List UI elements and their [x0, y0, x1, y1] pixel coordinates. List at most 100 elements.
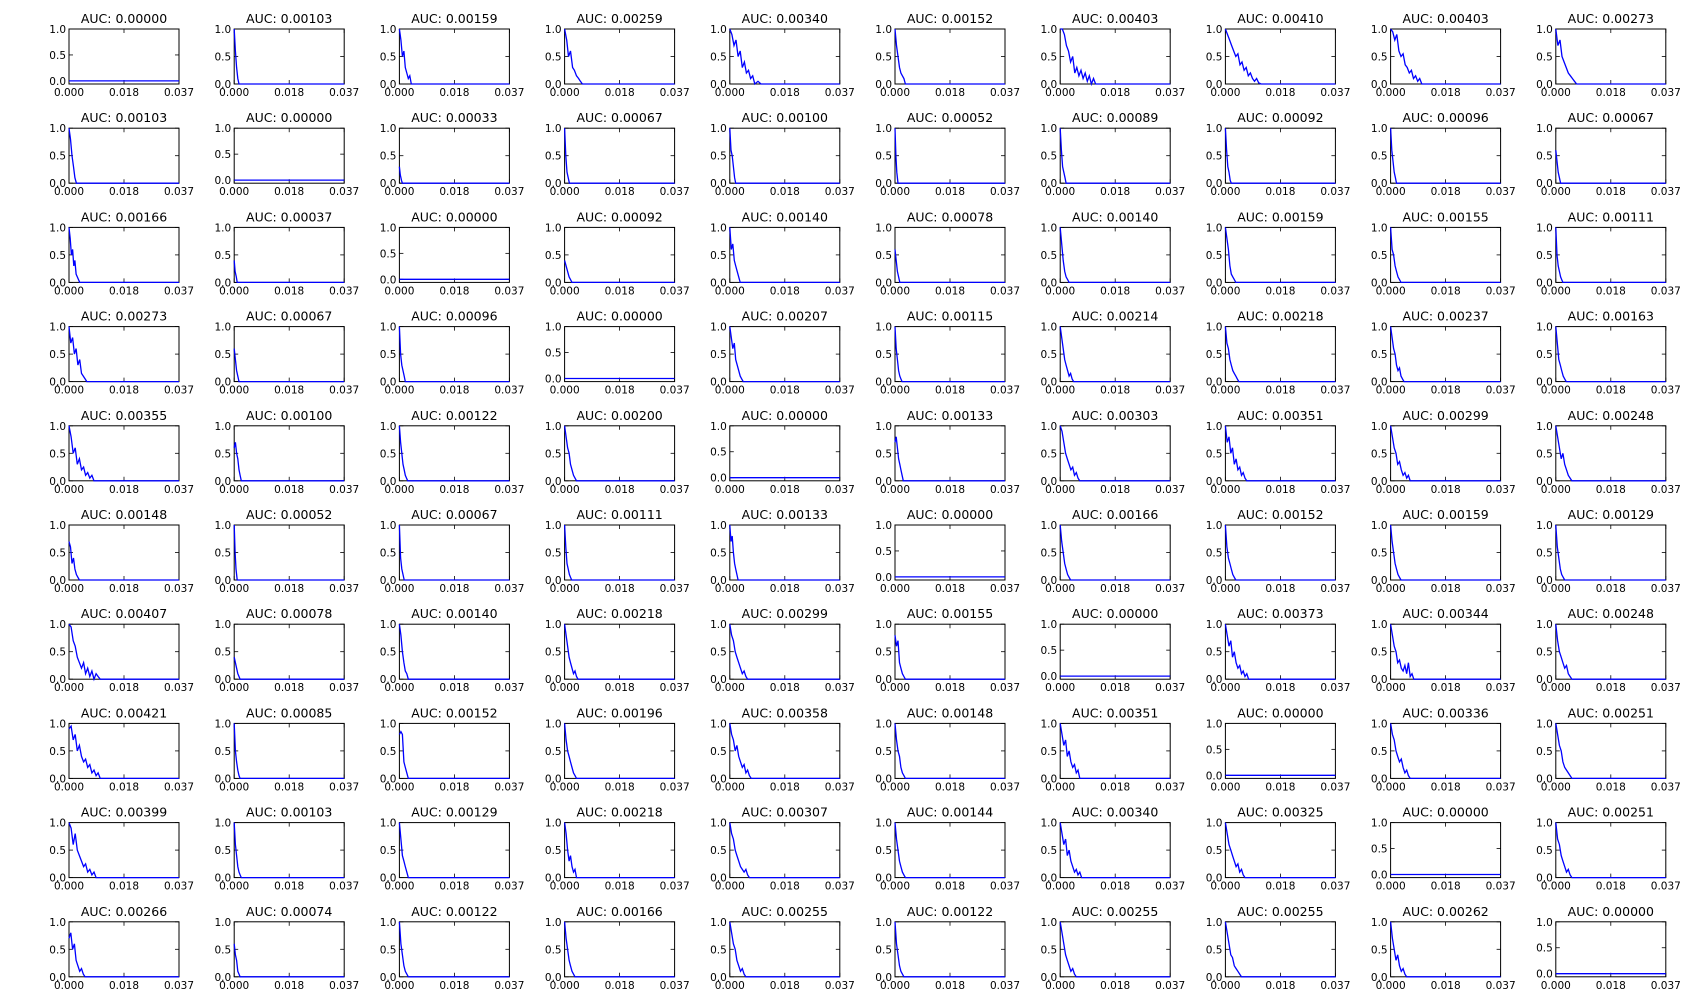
axes-frame — [398, 127, 510, 184]
subplot-title: AUC: 0.00340 — [1072, 805, 1158, 820]
subplot-title: AUC: 0.00100 — [246, 408, 332, 423]
x-tick-label: 0.000 — [1045, 484, 1075, 496]
x-tick-label: 0.037 — [1155, 186, 1185, 198]
y-tick-label: 1.0 — [710, 520, 727, 532]
x-tick-label: 0.018 — [1431, 583, 1461, 595]
y-tick-label: 0.5 — [1371, 448, 1388, 460]
y-tick-label: 0.5 — [49, 746, 66, 758]
subplot-title: AUC: 0.00103 — [246, 11, 332, 26]
subplot: AUC: 0.00273 0.0 0.5 1.0 0.000 0.018 0.037 — [1536, 11, 1681, 99]
subplot-title: AUC: 0.00196 — [576, 705, 662, 720]
subplot: AUC: 0.00000 0.0 0.5 1.0 0.000 0.018 0.037 — [710, 408, 855, 496]
x-tick-label: 0.037 — [1320, 583, 1350, 595]
x-tick-label: 0.018 — [109, 980, 139, 992]
y-tick-label: 0.0 — [1371, 972, 1388, 984]
x-tick-label: 0.018 — [605, 881, 635, 893]
y-tick-label: 0.5 — [1206, 647, 1223, 659]
x-tick-label: 0.000 — [880, 484, 910, 496]
y-tick-label: 0.0 — [1206, 674, 1223, 686]
x-tick-label: 0.000 — [880, 781, 910, 793]
axes-frame — [398, 226, 510, 283]
axes-frame — [894, 28, 1006, 85]
subplot-title: AUC: 0.00159 — [1237, 209, 1323, 224]
subplot: AUC: 0.00115 0.0 0.5 1.0 0.000 0.018 0.037 — [875, 309, 1020, 397]
subplot: AUC: 0.00355 0.0 0.5 1.0 0.000 0.018 0.037 — [49, 408, 194, 496]
x-tick-label: 0.018 — [935, 484, 965, 496]
axes-frame — [398, 623, 510, 680]
x-tick-label: 0.000 — [1376, 385, 1406, 397]
subplot: AUC: 0.00155 0.0 0.5 1.0 0.000 0.018 0.037 — [875, 606, 1020, 694]
subplot-title: AUC: 0.00373 — [1237, 606, 1323, 621]
x-tick-label: 0.018 — [935, 285, 965, 297]
x-tick-label: 0.000 — [1210, 484, 1240, 496]
subplot-title: AUC: 0.00152 — [907, 11, 993, 26]
x-tick-label: 0.037 — [494, 881, 524, 893]
y-tick-label: 0.0 — [380, 79, 397, 91]
axes-frame — [1224, 524, 1336, 581]
series-line — [894, 723, 1005, 780]
axes-frame — [894, 226, 1006, 283]
y-tick-label: 0.0 — [49, 377, 66, 389]
axes-frame — [1059, 524, 1171, 581]
x-tick-label: 0.000 — [54, 781, 84, 793]
x-tick-label: 0.000 — [54, 186, 84, 198]
y-tick-label: 0.0 — [49, 178, 66, 190]
subplot: AUC: 0.00122 0.0 0.5 1.0 0.000 0.018 0.037 — [380, 904, 525, 992]
x-tick-label: 0.018 — [109, 682, 139, 694]
subplot: AUC: 0.00273 0.0 0.5 1.0 0.000 0.018 0.037 — [49, 309, 194, 397]
subplot: AUC: 0.00218 0.0 0.5 1.0 0.000 0.018 0.037 — [545, 606, 690, 694]
y-tick-label: 1.0 — [214, 520, 231, 532]
series-line — [1059, 425, 1171, 482]
x-tick-label: 0.037 — [825, 285, 855, 297]
y-tick-label: 0.5 — [49, 944, 66, 956]
subplot: AUC: 0.00000 0.0 0.5 1.0 0.000 0.018 0.037 — [1040, 606, 1185, 694]
series-line — [233, 723, 345, 780]
y-tick-label: 0.5 — [214, 349, 231, 361]
subplot: AUC: 0.00133 0.0 0.5 1.0 0.000 0.018 0.037 — [875, 408, 1020, 496]
x-tick-label: 0.018 — [1100, 980, 1130, 992]
subplot-title: AUC: 0.00122 — [907, 904, 993, 919]
subplot-title: AUC: 0.00159 — [1402, 507, 1488, 522]
y-tick-label: 0.5 — [1536, 746, 1553, 758]
y-tick-label: 0.5 — [710, 250, 727, 262]
x-tick-label: 0.018 — [1596, 186, 1626, 198]
series-line — [68, 425, 179, 482]
x-tick-label: 0.018 — [770, 186, 800, 198]
x-tick-label: 0.000 — [715, 682, 745, 694]
axes-frame — [1390, 326, 1502, 383]
subplot-title: AUC: 0.00129 — [411, 805, 497, 820]
y-tick-label: 1.0 — [1371, 818, 1388, 830]
series-line — [68, 326, 179, 383]
axes-frame — [894, 921, 1006, 978]
y-tick-label: 1.0 — [1371, 718, 1388, 730]
series-line — [563, 28, 675, 85]
subplot-title: AUC: 0.00111 — [1568, 209, 1654, 224]
x-tick-label: 0.018 — [935, 980, 965, 992]
y-tick-label: 1.0 — [545, 718, 562, 730]
x-tick-label: 0.037 — [825, 583, 855, 595]
x-tick-label: 0.037 — [494, 87, 524, 99]
x-tick-label: 0.037 — [660, 682, 690, 694]
subplot-title: AUC: 0.00407 — [81, 606, 167, 621]
y-tick-label: 1.0 — [214, 322, 231, 334]
x-tick-label: 0.037 — [990, 186, 1020, 198]
x-tick-label: 0.037 — [1486, 186, 1516, 198]
x-tick-label: 0.000 — [1376, 87, 1406, 99]
y-tick-label: 0.0 — [545, 476, 562, 488]
subplot-title: AUC: 0.00262 — [1402, 904, 1488, 919]
y-tick-label: 0.0 — [545, 972, 562, 984]
x-tick-label: 0.037 — [1486, 484, 1516, 496]
x-tick-label: 0.018 — [1100, 781, 1130, 793]
series-line — [68, 724, 179, 780]
series-line — [233, 348, 345, 383]
x-tick-label: 0.018 — [439, 881, 469, 893]
subplot-title: AUC: 0.00122 — [411, 904, 497, 919]
y-tick-label: 0.5 — [1040, 349, 1057, 361]
x-tick-label: 0.018 — [1431, 385, 1461, 397]
x-tick-label: 0.000 — [1045, 186, 1075, 198]
axes-frame — [564, 326, 676, 383]
subplot: AUC: 0.00373 0.0 0.5 1.0 0.000 0.018 0.037 — [1206, 606, 1351, 694]
y-tick-label: 0.5 — [1040, 645, 1057, 657]
y-tick-label: 0.0 — [1040, 178, 1057, 190]
